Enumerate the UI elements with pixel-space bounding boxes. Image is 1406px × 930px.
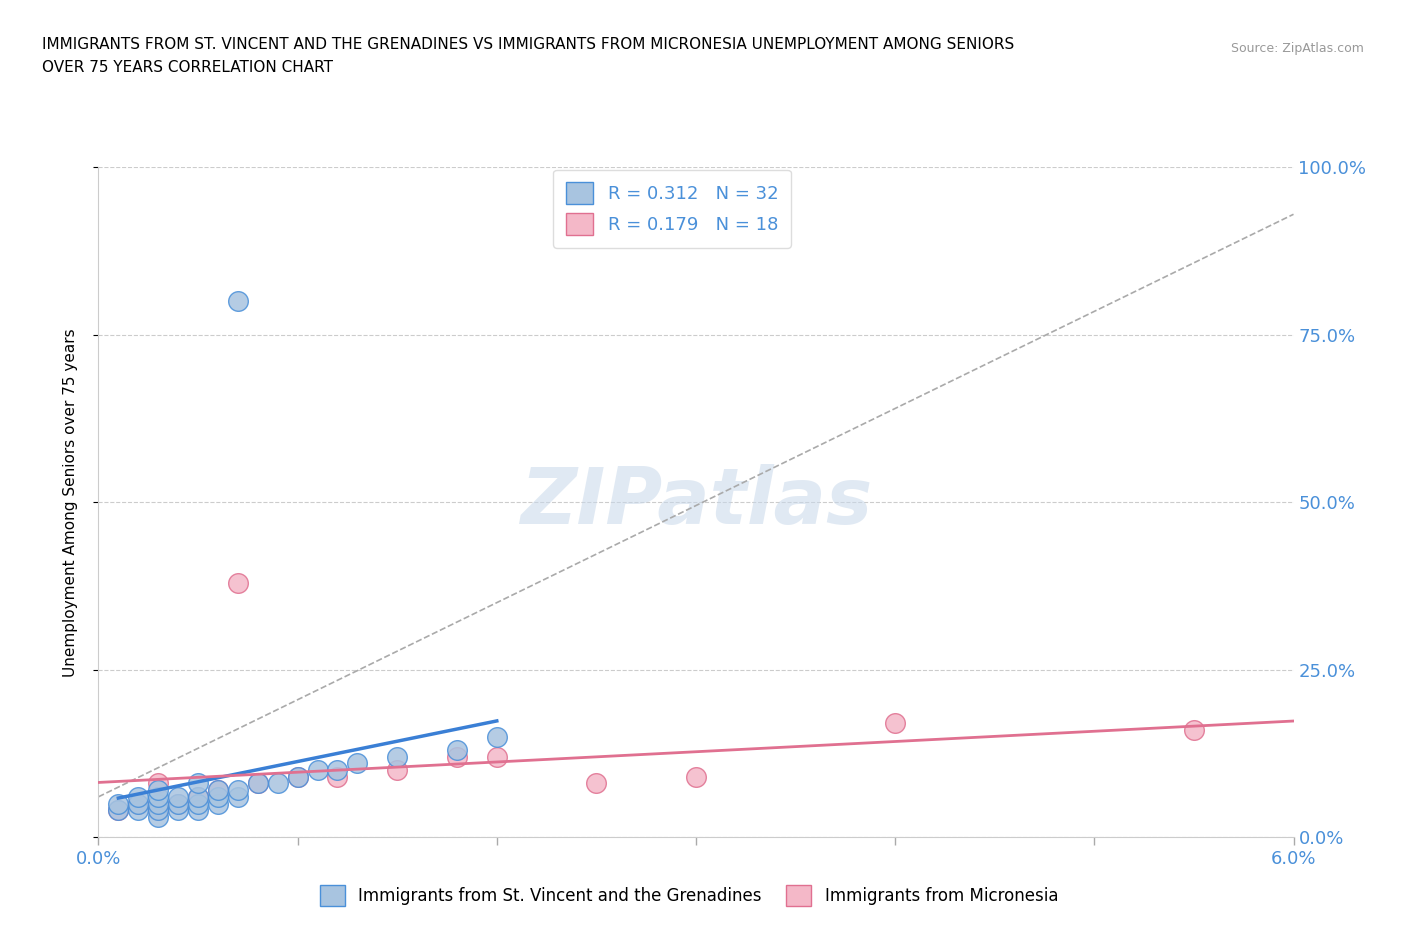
- Text: ZIPatlas: ZIPatlas: [520, 464, 872, 540]
- Point: [685, 769, 707, 784]
- Legend: R = 0.312   N = 32, R = 0.179   N = 18: R = 0.312 N = 32, R = 0.179 N = 18: [554, 170, 790, 248]
- Point: [226, 790, 249, 804]
- Point: [148, 809, 170, 824]
- Point: [107, 803, 129, 817]
- Point: [187, 790, 209, 804]
- Point: [326, 763, 349, 777]
- Point: [187, 796, 209, 811]
- Point: [246, 776, 269, 790]
- Point: [187, 803, 209, 817]
- Point: [148, 803, 170, 817]
- Point: [226, 575, 249, 590]
- Text: Source: ZipAtlas.com: Source: ZipAtlas.com: [1230, 42, 1364, 55]
- Point: [148, 790, 170, 804]
- Point: [246, 776, 269, 790]
- Point: [127, 796, 149, 811]
- Legend: Immigrants from St. Vincent and the Grenadines, Immigrants from Micronesia: Immigrants from St. Vincent and the Gren…: [314, 879, 1064, 912]
- Point: [107, 803, 129, 817]
- Text: OVER 75 YEARS CORRELATION CHART: OVER 75 YEARS CORRELATION CHART: [42, 60, 333, 75]
- Point: [385, 750, 409, 764]
- Point: [127, 796, 149, 811]
- Point: [446, 742, 468, 757]
- Point: [207, 783, 229, 798]
- Point: [884, 716, 907, 731]
- Point: [148, 803, 170, 817]
- Point: [107, 796, 129, 811]
- Point: [127, 803, 149, 817]
- Point: [167, 796, 190, 811]
- Point: [585, 776, 607, 790]
- Point: [207, 783, 229, 798]
- Point: [267, 776, 290, 790]
- Point: [287, 769, 309, 784]
- Text: IMMIGRANTS FROM ST. VINCENT AND THE GRENADINES VS IMMIGRANTS FROM MICRONESIA UNE: IMMIGRANTS FROM ST. VINCENT AND THE GREN…: [42, 37, 1015, 52]
- Point: [346, 756, 368, 771]
- Point: [446, 750, 468, 764]
- Point: [187, 776, 209, 790]
- Point: [187, 790, 209, 804]
- Point: [385, 763, 409, 777]
- Point: [307, 763, 329, 777]
- Point: [287, 769, 309, 784]
- Point: [207, 790, 229, 804]
- Point: [167, 796, 190, 811]
- Point: [1182, 723, 1205, 737]
- Point: [485, 750, 508, 764]
- Point: [167, 790, 190, 804]
- Point: [207, 796, 229, 811]
- Point: [226, 294, 249, 309]
- Point: [167, 803, 190, 817]
- Point: [148, 776, 170, 790]
- Point: [226, 783, 249, 798]
- Y-axis label: Unemployment Among Seniors over 75 years: Unemployment Among Seniors over 75 years: [63, 328, 77, 676]
- Point: [127, 790, 149, 804]
- Point: [148, 796, 170, 811]
- Point: [485, 729, 508, 744]
- Point: [326, 769, 349, 784]
- Point: [148, 783, 170, 798]
